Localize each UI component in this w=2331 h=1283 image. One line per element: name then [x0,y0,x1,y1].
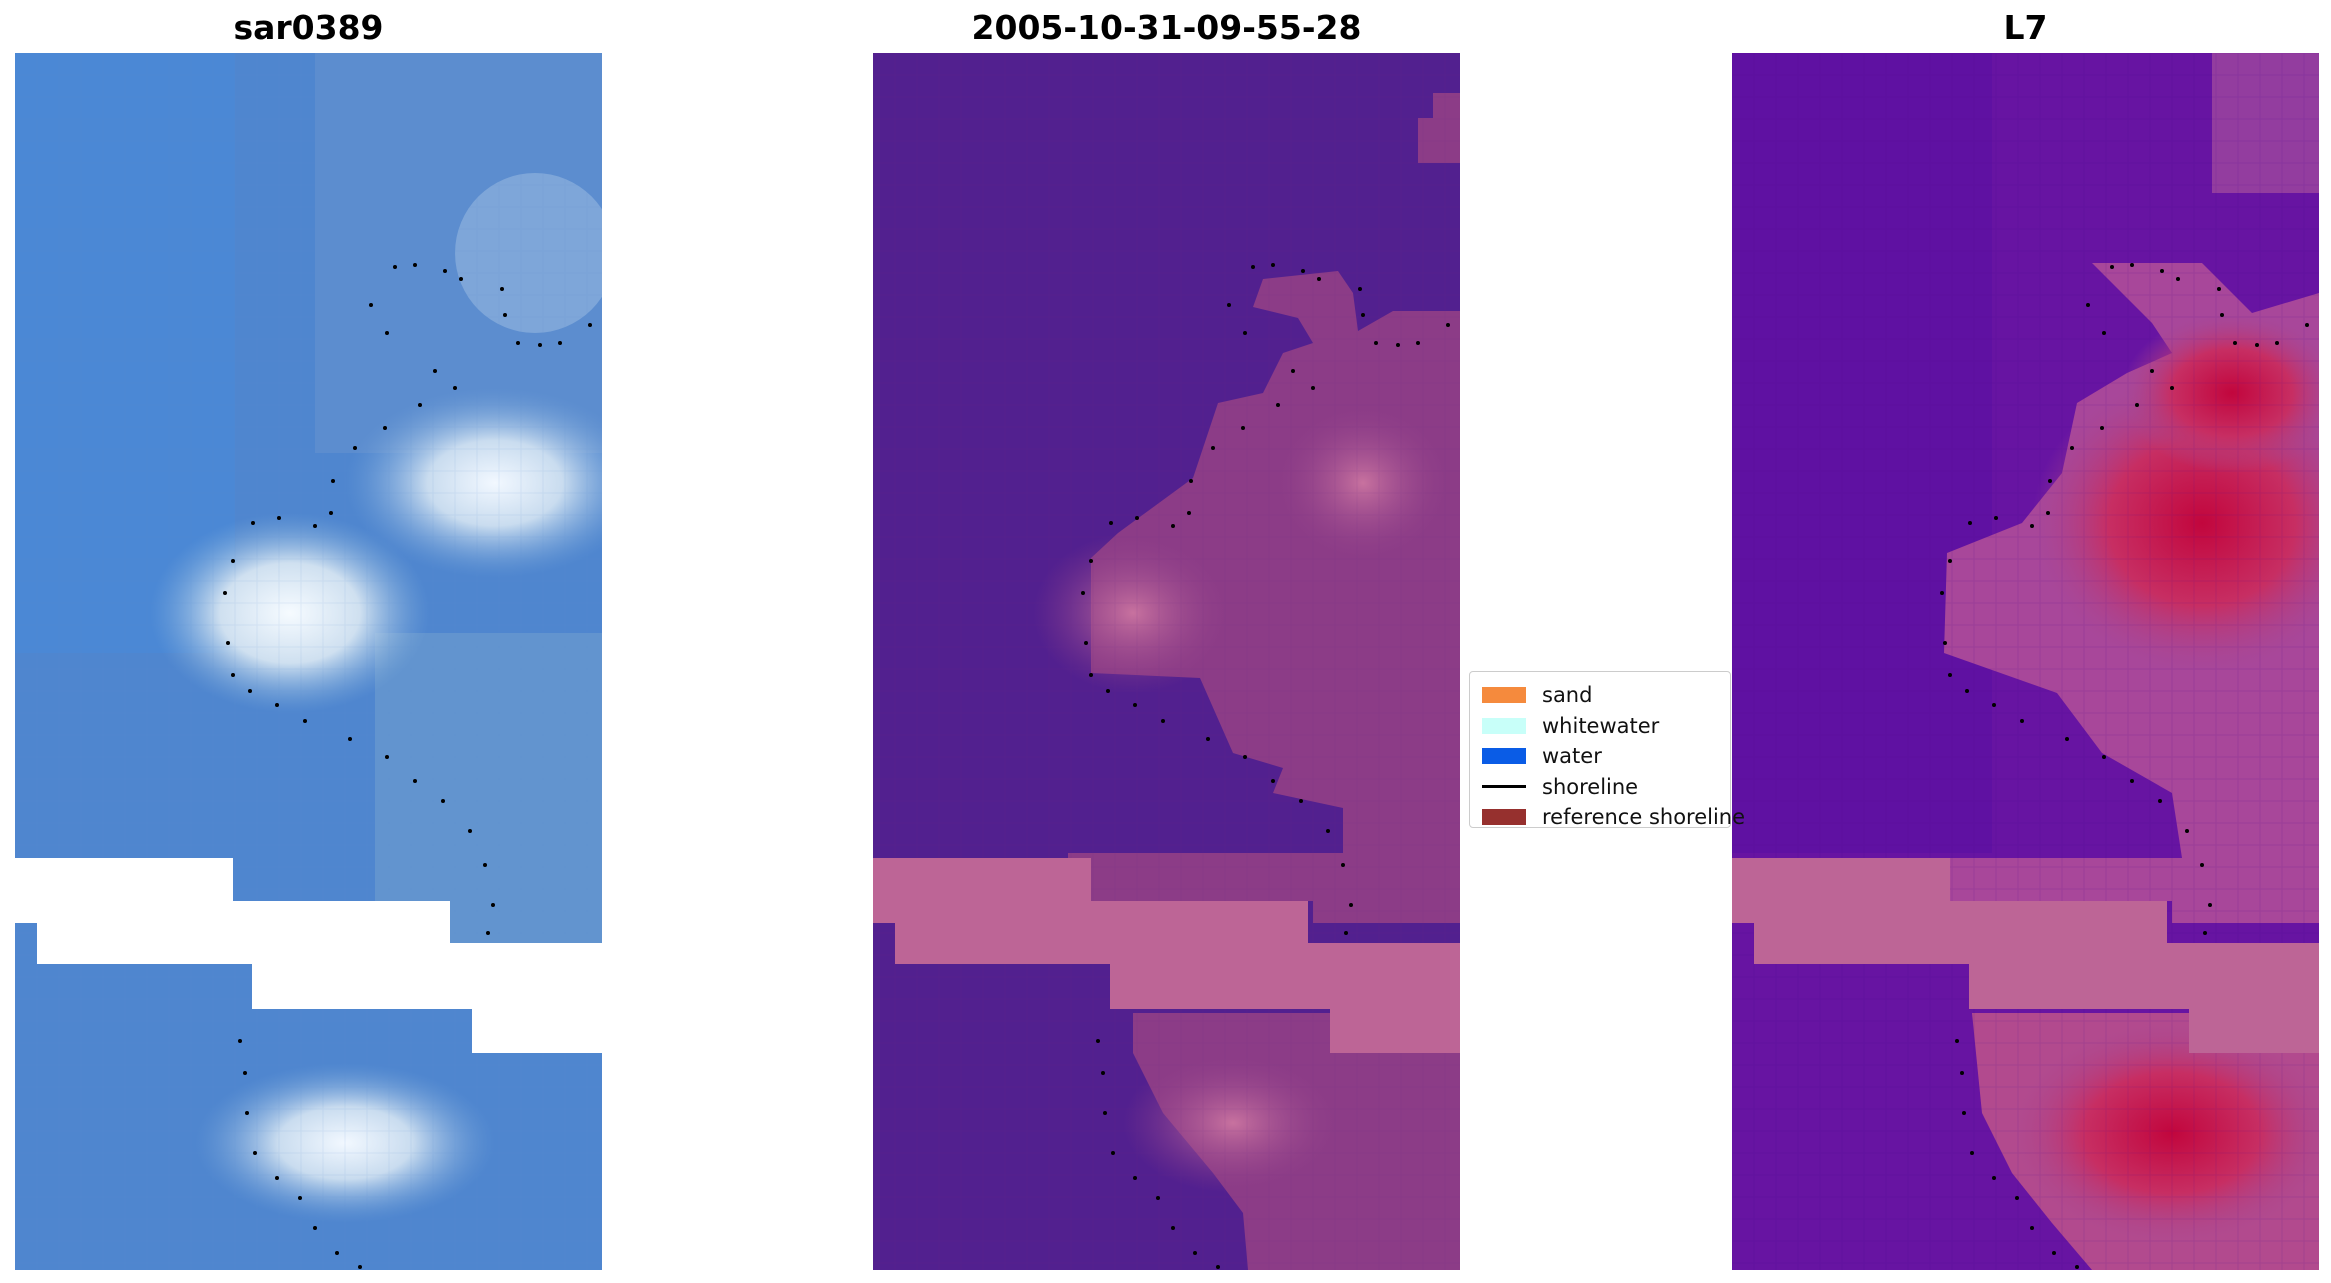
legend-label-shoreline: shoreline [1542,774,1639,799]
legend-item-whitewater: whitewater [1476,711,1724,742]
legend-label-whitewater: whitewater [1542,713,1660,738]
sar-image [15,53,602,1270]
legend-item-reference-shoreline: reference shoreline [1476,802,1745,833]
legend-swatch-sand [1482,687,1526,704]
sar-image-panel [15,53,602,1270]
panel-title-date: 2005-10-31-09-55-28 [971,8,1362,47]
classification-image [873,53,1460,1270]
legend-label-sand: sand [1542,683,1593,708]
index-image [1732,53,2319,1270]
legend-item-shoreline: shoreline [1476,772,1724,803]
legend-swatch-reference-shoreline [1482,809,1526,826]
legend-line-shoreline [1482,785,1526,789]
panel-title-index: L7 [2003,8,2048,47]
index-panel [1732,53,2319,1270]
legend-label-water: water [1542,744,1602,769]
legend-item-water: water [1476,741,1724,772]
legend-swatch-whitewater [1482,717,1526,734]
panel-title-sar: sar0389 [233,8,384,47]
classification-panel [873,53,1460,1270]
legend-label-reference-shoreline: reference shoreline [1542,805,1746,830]
legend-item-sand: sand [1476,680,1724,711]
legend-swatch-water [1482,748,1526,765]
legend: sand whitewater water shoreline referenc… [1469,671,1745,829]
